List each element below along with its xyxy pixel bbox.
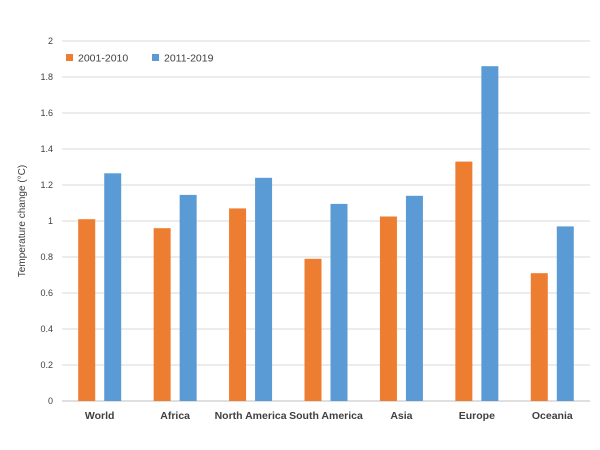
y-axis-ticks: 0 0.2 0.4 0.6 0.8 1 1.2 1.4 1.6 1.8 2 <box>40 36 53 406</box>
y-tick-label: 1.8 <box>40 72 53 82</box>
bar-africa-series-1 <box>153 228 171 401</box>
bar-south-america-series-1 <box>304 258 322 401</box>
legend-swatch-series-1 <box>66 54 73 61</box>
bar-oceania-series-1 <box>530 273 548 401</box>
bar-africa-series-2 <box>179 194 197 401</box>
bar-world-series-2 <box>104 173 122 401</box>
legend-label-series-1: 2001-2010 <box>78 53 128 65</box>
x-axis-categories: World Africa North America South America Asi… <box>85 410 573 422</box>
bar-asia-series-1 <box>379 216 397 401</box>
x-category-label: Africa <box>160 410 190 422</box>
y-tick-label: 1.2 <box>40 180 53 190</box>
legend-swatch-series-2 <box>152 54 159 61</box>
legend-label-series-2: 2011-2019 <box>164 53 214 65</box>
bar-north-america-series-2 <box>255 177 273 401</box>
bar-europe-series-1 <box>455 161 473 401</box>
bars <box>78 66 574 401</box>
bar-europe-series-2 <box>481 66 499 401</box>
y-tick-label: 1.4 <box>40 144 53 154</box>
bar-oceania-series-2 <box>556 226 574 401</box>
y-tick-label: 1.6 <box>40 108 53 118</box>
bar-asia-series-2 <box>405 195 423 401</box>
gridlines <box>62 40 590 402</box>
legend: 2001-2010 2011-2019 <box>66 53 214 65</box>
x-category-label: North America <box>215 410 287 422</box>
bar-north-america-series-1 <box>229 208 247 401</box>
x-category-label: South America <box>289 410 363 422</box>
bar-south-america-series-2 <box>330 203 348 401</box>
y-axis-title: Temperature change (°C) <box>17 165 28 277</box>
y-tick-label: 0.2 <box>40 360 53 370</box>
bar-world-series-1 <box>78 219 96 401</box>
x-category-label: Oceania <box>532 410 573 422</box>
y-tick-label: 1 <box>48 216 53 226</box>
x-category-label: World <box>85 410 115 422</box>
y-tick-label: 2 <box>48 36 53 46</box>
x-category-label: Europe <box>459 410 495 422</box>
y-tick-label: 0.6 <box>40 288 53 298</box>
x-category-label: Asia <box>390 410 412 422</box>
y-tick-label: 0.8 <box>40 252 53 262</box>
y-tick-label: 0 <box>48 396 53 406</box>
y-tick-label: 0.4 <box>40 324 53 334</box>
